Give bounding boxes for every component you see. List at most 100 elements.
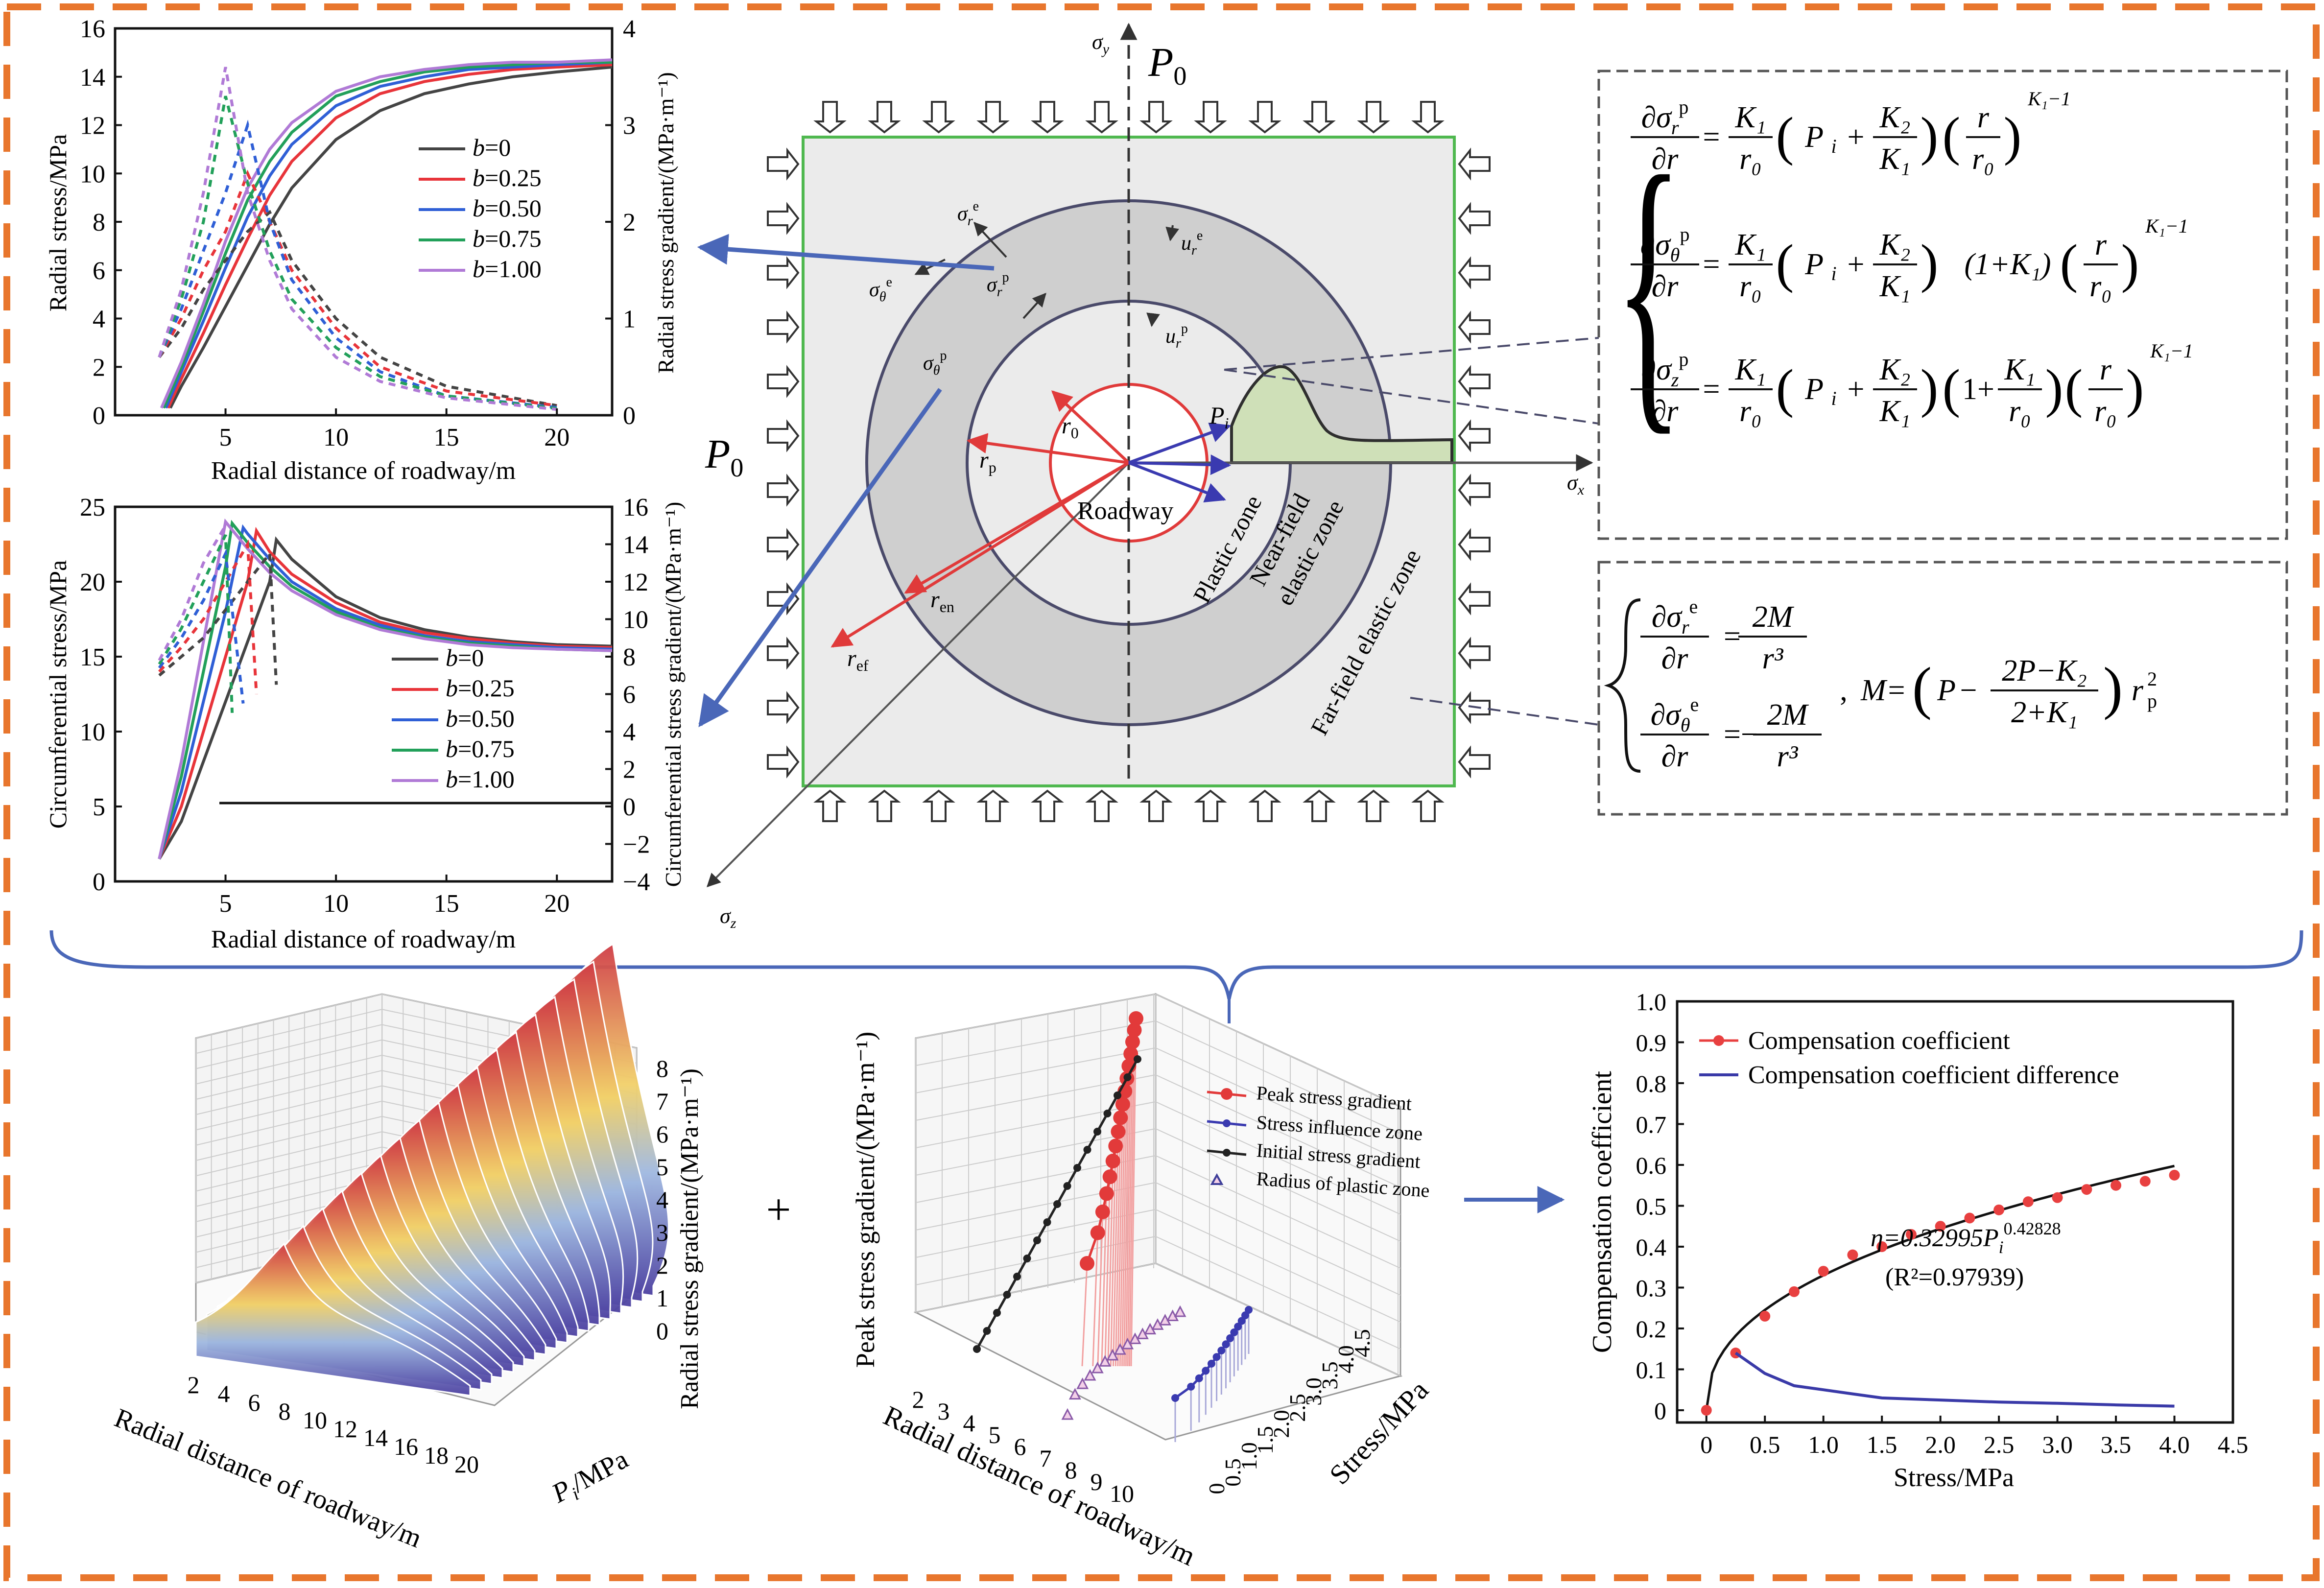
radial-ytick-label: 6 — [93, 257, 105, 285]
surface-ztick-label: 6 — [656, 1120, 668, 1148]
sig-re-label: σre — [957, 199, 979, 229]
scatter-gridline — [915, 994, 1156, 1039]
eq1-paren: ( — [1776, 234, 1794, 293]
pi-label: Pi — [1209, 402, 1229, 432]
eq2-rhs-num: 2M — [1767, 698, 1809, 732]
p0-top-label: P0 — [1148, 40, 1186, 91]
initial-point — [1063, 1182, 1071, 1190]
peak-point — [1090, 1225, 1105, 1240]
comp-xtick-label: 0.5 — [1750, 1431, 1780, 1458]
comp-point — [1847, 1249, 1858, 1260]
scatter-ytick-label: 3.5 — [1317, 1361, 1342, 1390]
eq1-box — [1597, 70, 2288, 540]
pressure-arrows — [767, 101, 1491, 822]
surface-xtick-label: 18 — [424, 1442, 449, 1469]
scatter-xtick-label: 2 — [912, 1386, 925, 1413]
eq1-brace: { — [1615, 113, 1683, 460]
initial-point — [1093, 1128, 1101, 1136]
circ-curves — [158, 518, 613, 860]
comp-legend-label-1: Compensation coefficient difference — [1748, 1061, 2119, 1089]
surface-z-label: Radial stress gradient/(MPa·m⁻¹) — [676, 1068, 704, 1409]
circ-legend-label-3: b=0.75 — [446, 735, 515, 762]
circ-stress-line-2 — [158, 524, 613, 860]
circ-ytick-label: 10 — [80, 718, 105, 746]
peak-point — [1129, 1011, 1143, 1026]
peak-point — [1099, 1186, 1114, 1201]
radial-x-label: Radial distance of roadway/m — [211, 457, 516, 485]
comp-point — [1759, 1310, 1771, 1322]
radial-stress-line-3 — [162, 61, 612, 409]
eq1-paren: ) — [2121, 234, 2139, 293]
dash-eq1-b — [1224, 369, 1599, 425]
sigma-y-label: σy — [1092, 30, 1110, 57]
influence-point — [1230, 1328, 1238, 1336]
scatter-gridline — [1155, 994, 1401, 1107]
pressure-arrow-right — [1458, 147, 1491, 181]
circ-y-label: Circumferential stress/MPa — [44, 560, 71, 829]
pressure-arrow-bottom — [1357, 789, 1390, 822]
scatter-gridline — [915, 1074, 1156, 1121]
pressure-arrow-bottom — [1194, 789, 1227, 822]
eq1-r0c: r₀ — [2089, 270, 2112, 303]
peak-gradient-scatter-3d: 2 3 4 5 6 7 8 9 10 00.51.01.52.02.53.03.54.04.5 P… — [851, 993, 1435, 1572]
eq2-comma: , — [1840, 674, 1848, 707]
pressure-arrow-bottom — [868, 789, 901, 822]
pressure-arrow-left — [767, 419, 800, 452]
pressure-arrow-right — [1458, 474, 1491, 507]
eq2-box — [1597, 561, 2288, 816]
influence-point — [1234, 1323, 1242, 1331]
circ-xtick-label: 20 — [544, 890, 569, 918]
urp-label: urp — [1165, 321, 1188, 351]
scatter-gridline — [915, 1182, 1156, 1231]
pressure-arrow-top — [1139, 101, 1173, 134]
pressure-arrow-bottom — [1303, 789, 1336, 822]
eq1-lhs-den: ∂r — [1652, 270, 1679, 303]
radial-gradient-line-0 — [158, 210, 557, 407]
ref-label: ref — [847, 645, 869, 674]
sig-rp-label: σrp — [987, 270, 1009, 300]
pressure-arrow-right — [1458, 582, 1491, 616]
scatter-ytick-label: 0.5 — [1220, 1458, 1245, 1487]
peak-drop-line — [1123, 1066, 1130, 1367]
eq1-pi-sub: i — [1831, 135, 1836, 157]
circ-ticks: 5 10 15 20 0 5 10 15 20 25 −4 −2 0 2 4 6 8 10 12 14 16 — [80, 494, 650, 918]
radial-y2-label: Radial stress gradient/(MPa·m⁻¹) — [653, 72, 678, 374]
eq1-paren: ( — [1776, 106, 1794, 166]
scatter-xtick-label: 6 — [1014, 1433, 1026, 1460]
initial-point — [973, 1345, 981, 1353]
pressure-arrow-right — [1458, 310, 1491, 344]
circ-ytick-label: 15 — [80, 643, 105, 671]
peak-point — [1105, 1154, 1120, 1169]
pressure-arrow-left — [767, 202, 800, 235]
circumferential-stress-chart: 5 10 15 20 0 5 10 15 20 25 −4 −2 0 2 4 6 8 10 12 14 16 Circu… — [44, 494, 686, 953]
sig-te-arrow — [914, 259, 946, 275]
pressure-arrow-top — [976, 101, 1010, 134]
sigma-z-axis — [707, 462, 1130, 887]
eq1-r0: r₀ — [1739, 270, 1762, 303]
scatter-ytick-label: 1.5 — [1253, 1426, 1278, 1454]
comp-point — [1818, 1266, 1829, 1277]
comp-point — [2081, 1184, 2092, 1195]
circ-xtick-label: 15 — [434, 890, 459, 918]
comp-equation: η=0.32995Pi0.42828 — [1871, 1219, 2061, 1257]
circ-xtick-label: 5 — [219, 890, 232, 918]
pressure-arrow-bottom — [1411, 789, 1445, 822]
peak-point — [1095, 1204, 1110, 1219]
eq1-plus: + — [1848, 120, 1865, 154]
eq1-pi-sub: i — [1831, 387, 1836, 409]
plastic-radius-point — [1091, 1361, 1104, 1374]
pressure-arrow-left — [767, 637, 800, 670]
initial-point — [1103, 1110, 1112, 1117]
scatter-gridline — [915, 1047, 1156, 1093]
pressure-arrow-top — [1194, 101, 1227, 134]
eq1-exponent: K₁−1 — [2150, 340, 2193, 362]
circ-gradient-line-1 — [158, 539, 258, 694]
surface-xtick-label: 2 — [188, 1371, 200, 1398]
